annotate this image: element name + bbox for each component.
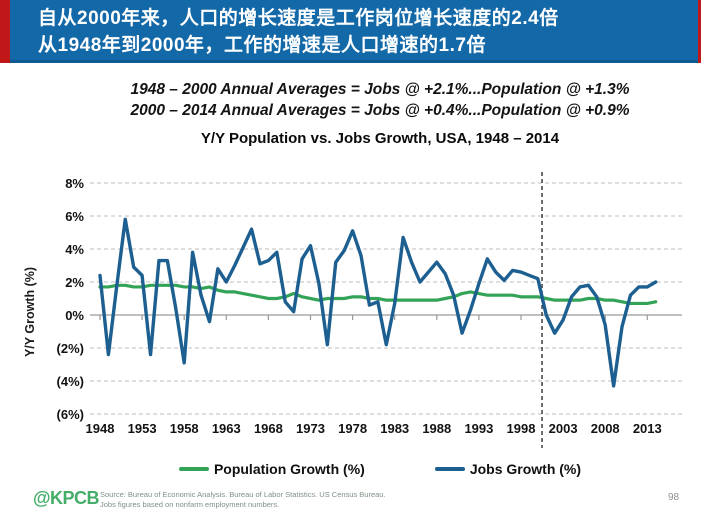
legend-item-jobs: Jobs Growth (%) xyxy=(434,461,582,477)
annual-averages-line-1: 1948 – 2000 Annual Averages = Jobs @ +2.… xyxy=(130,81,630,98)
source-line-2: Jobs figures based on nonfarm employment… xyxy=(100,500,280,509)
y-tick-label: (6%) xyxy=(57,407,84,422)
jobs-growth-line xyxy=(98,217,658,388)
x-tick-label: 1968 xyxy=(254,421,283,436)
annual-averages-note: 1948 – 2000 Annual Averages = Jobs @ +2.… xyxy=(55,79,701,121)
y-tick-label: 0% xyxy=(65,308,84,323)
x-tick-label: 1958 xyxy=(170,421,199,436)
x-tick-label: 2008 xyxy=(591,421,620,436)
chart-legend: Population Growth (%) Jobs Growth (%) xyxy=(55,461,701,477)
page-number: 98 xyxy=(668,492,680,503)
x-tick-label: 1978 xyxy=(338,421,367,436)
legend-item-population: Population Growth (%) xyxy=(178,461,365,477)
x-tick-label: 1948 xyxy=(86,421,115,436)
source-note: Source: Bureau of Economic Analysis. Bur… xyxy=(100,490,386,510)
population-legend-label: Population Growth (%) xyxy=(213,461,365,477)
x-tick-label: 1993 xyxy=(464,421,493,436)
x-tick-label: 1973 xyxy=(296,421,325,436)
y-axis-title: Y/Y Growth (%) xyxy=(23,267,37,357)
x-tick-label: 1998 xyxy=(507,421,536,436)
annual-averages-line-2: 2000 – 2014 Annual Averages = Jobs @ +0.… xyxy=(130,102,630,119)
y-tick-label: (4%) xyxy=(57,374,84,389)
top-banner-panel: 自从2000年来，人口的增长速度是工作岗位增长速度的2.4倍 从1948年到20… xyxy=(10,0,698,63)
y-tick-label: 6% xyxy=(65,209,84,224)
x-tick-label: 1983 xyxy=(380,421,409,436)
x-tick-label: 1963 xyxy=(212,421,241,436)
x-tick-label: 2003 xyxy=(549,421,578,436)
top-banner: 自从2000年来，人口的增长速度是工作岗位增长速度的2.4倍 从1948年到20… xyxy=(0,0,701,63)
x-tick-label: 2013 xyxy=(633,421,662,436)
jobs-legend-swatch xyxy=(434,467,465,471)
y-tick-label: (2%) xyxy=(57,341,84,356)
chart-title: Y/Y Population vs. Jobs Growth, USA, 194… xyxy=(200,130,560,147)
y-tick-label: 2% xyxy=(65,275,84,290)
y-tick-label: 4% xyxy=(65,242,84,257)
growth-chart: 8% 6% 4% 2% 0% (2%) (4%) (6%)1948 1953 1958 1963 19… xyxy=(23,172,682,448)
banner-headline-2: 从1948年到2000年，工作的增速是人口增速的1.7倍 xyxy=(38,35,486,56)
y-tick-label: 8% xyxy=(65,176,84,191)
x-tick-label: 1953 xyxy=(128,421,157,436)
population-growth-line xyxy=(98,283,658,306)
banner-headline-1: 自从2000年来，人口的增长速度是工作岗位增长速度的2.4倍 xyxy=(38,8,559,29)
jobs-legend-label: Jobs Growth (%) xyxy=(469,461,582,477)
population-legend-swatch xyxy=(178,467,209,471)
x-tick-label: 1988 xyxy=(422,421,451,436)
kpcb-logo: @KPCB xyxy=(33,488,100,508)
source-line-1: Source: Bureau of Economic Analysis. Bur… xyxy=(100,490,386,499)
